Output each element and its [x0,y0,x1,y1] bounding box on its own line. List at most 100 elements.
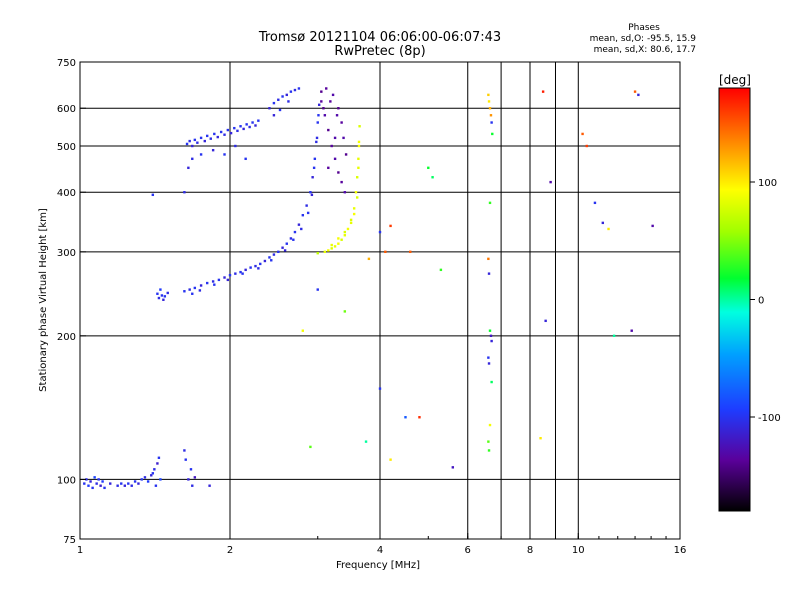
data-point [143,476,147,479]
data-point [289,90,293,93]
data-point [241,272,244,275]
data-point [97,478,100,481]
data-point [331,93,335,97]
data-point [123,484,126,487]
data-point [228,273,232,277]
data-point [239,270,242,274]
data-point [404,416,407,419]
data-point [487,272,491,275]
data-point [293,230,297,234]
data-point [327,128,330,132]
data-point [357,140,361,144]
colorbar-tick-label: -100 [758,413,781,424]
x-tick-label: 2 [227,545,233,556]
data-point [213,283,216,286]
data-point [489,114,493,117]
data-point [316,288,319,291]
data-point [310,193,314,197]
y-axis-label: Stationary phase Virtual Height [km] [38,208,49,392]
data-point [93,476,96,479]
data-point [343,191,347,194]
data-point [340,238,343,241]
data-point [487,440,490,443]
data-point [340,121,343,124]
data-point [160,294,164,297]
data-point [223,276,226,279]
data-point [378,387,382,390]
data-point [244,268,247,272]
data-point [251,121,254,124]
data-point [209,137,212,140]
data-point [277,250,280,254]
data-point [191,292,194,295]
data-point [226,278,230,282]
data-point [335,114,339,117]
data-point [297,87,301,90]
x-tick-label: 6 [465,545,471,556]
data-point [254,124,257,127]
data-point [330,247,333,250]
data-point [342,136,345,140]
y-tick-label: 600 [57,104,76,115]
stats-line-x: mean, sd,X: 80.6, 17.7 [594,45,696,55]
data-point [325,87,328,90]
data-point [249,266,252,269]
data-point [637,93,640,97]
data-point [289,237,293,240]
data-point [337,107,340,110]
data-point [581,132,584,136]
y-tick-label: 750 [57,58,76,69]
data-point [316,121,319,124]
data-point [317,103,321,107]
data-point [278,108,282,112]
data-point [109,482,112,485]
data-point [233,126,236,130]
data-point [208,484,211,487]
data-point [491,132,494,136]
data-point [189,468,193,471]
data-point [300,227,303,231]
data-point [211,280,215,283]
data-point [327,249,330,252]
data-point [133,480,137,483]
data-point [254,264,257,268]
data-point [357,166,360,170]
data-point [355,176,359,179]
colorbar-title: [deg] [719,73,751,87]
data-points [83,87,654,490]
data-point [311,176,314,179]
data-point [281,246,284,249]
data-point [157,296,161,300]
data-point [343,310,347,313]
x-axis-ticks: 1 2 4 6 8 10 16 [77,533,686,556]
data-point [389,458,392,461]
data-point [630,329,633,332]
y-tick-label: 75 [63,535,76,546]
data-point [316,252,319,255]
data-point [340,180,343,184]
chart-title: Tromsø 20121104 06:06:00-06:07:43 [258,30,501,45]
data-point [427,166,430,170]
data-point [333,136,337,140]
grid [80,62,680,539]
data-point [223,153,226,156]
data-point [203,139,206,143]
data-point [259,262,262,266]
data-point [263,259,267,263]
data-point [315,140,318,144]
data-point [199,284,203,287]
data-point [585,144,588,148]
data-point [352,207,356,210]
data-point [384,250,387,254]
data-point [151,472,155,475]
data-point [354,191,358,194]
data-point [268,256,271,259]
data-point [349,221,353,225]
data-point [355,196,359,199]
data-point [431,176,434,179]
data-point [193,138,197,142]
data-point [309,445,312,449]
y-axis-ticks: 75 100 200 300 400 500 600 750 [57,58,86,546]
data-point [306,211,310,215]
data-point [245,123,248,126]
